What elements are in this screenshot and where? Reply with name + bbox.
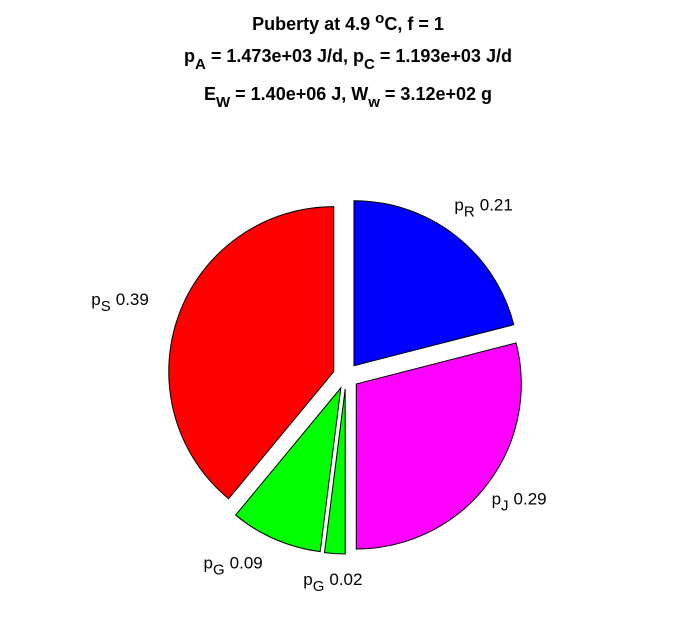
pie-slice <box>323 388 346 555</box>
title-segment: C, f = 1 <box>384 14 444 34</box>
title-segment: p <box>184 46 195 66</box>
label-category: S <box>101 298 111 315</box>
title-segment: A <box>195 56 206 73</box>
label-prefix: p <box>303 570 312 589</box>
slice-label: pG 0.09 <box>204 553 263 578</box>
slice-label: pS 0.39 <box>91 290 149 315</box>
title-segment: = 3.12e+02 g <box>380 84 492 104</box>
label-value: 0.21 <box>480 195 513 214</box>
label-value: 0.09 <box>230 553 263 572</box>
title-segment: = 1.40e+06 J, W <box>230 84 368 104</box>
title-segment: = 1.193e+03 J/d <box>375 46 512 66</box>
label-category: G <box>313 578 325 595</box>
title-segment: W <box>216 94 231 111</box>
pie-slice <box>353 200 515 367</box>
title-segment: Puberty at 4.9 <box>252 14 375 34</box>
label-category: J <box>501 497 509 514</box>
label-prefix: p <box>204 553 213 572</box>
chart-title: EW = 1.40e+06 J, Ww = 3.12e+02 g <box>204 84 492 111</box>
title-segment: = 1.473e+03 J/d, p <box>206 46 364 66</box>
label-value: 0.39 <box>116 290 149 309</box>
slice-label: pJ 0.29 <box>492 489 547 514</box>
title-segment: C <box>364 56 375 73</box>
label-prefix: p <box>492 489 501 508</box>
title-segment: o <box>375 10 384 27</box>
chart-title: pA = 1.473e+03 J/d, pC = 1.193e+03 J/d <box>184 46 512 73</box>
slice-label: pR 0.21 <box>454 195 512 220</box>
chart-title: Puberty at 4.9 oC, f = 1 <box>252 10 444 34</box>
label-value: 0.29 <box>514 489 547 508</box>
label-prefix: p <box>91 290 100 309</box>
slice-label: pG 0.02 <box>303 570 362 595</box>
pie-slice <box>355 342 522 550</box>
label-category: R <box>464 203 475 220</box>
title-segment: E <box>204 84 216 104</box>
label-prefix: p <box>454 195 463 214</box>
label-value: 0.02 <box>329 570 362 589</box>
pie-slice <box>234 386 342 553</box>
label-category: G <box>213 561 225 578</box>
pie-slice <box>168 206 335 500</box>
title-segment: w <box>367 94 380 111</box>
